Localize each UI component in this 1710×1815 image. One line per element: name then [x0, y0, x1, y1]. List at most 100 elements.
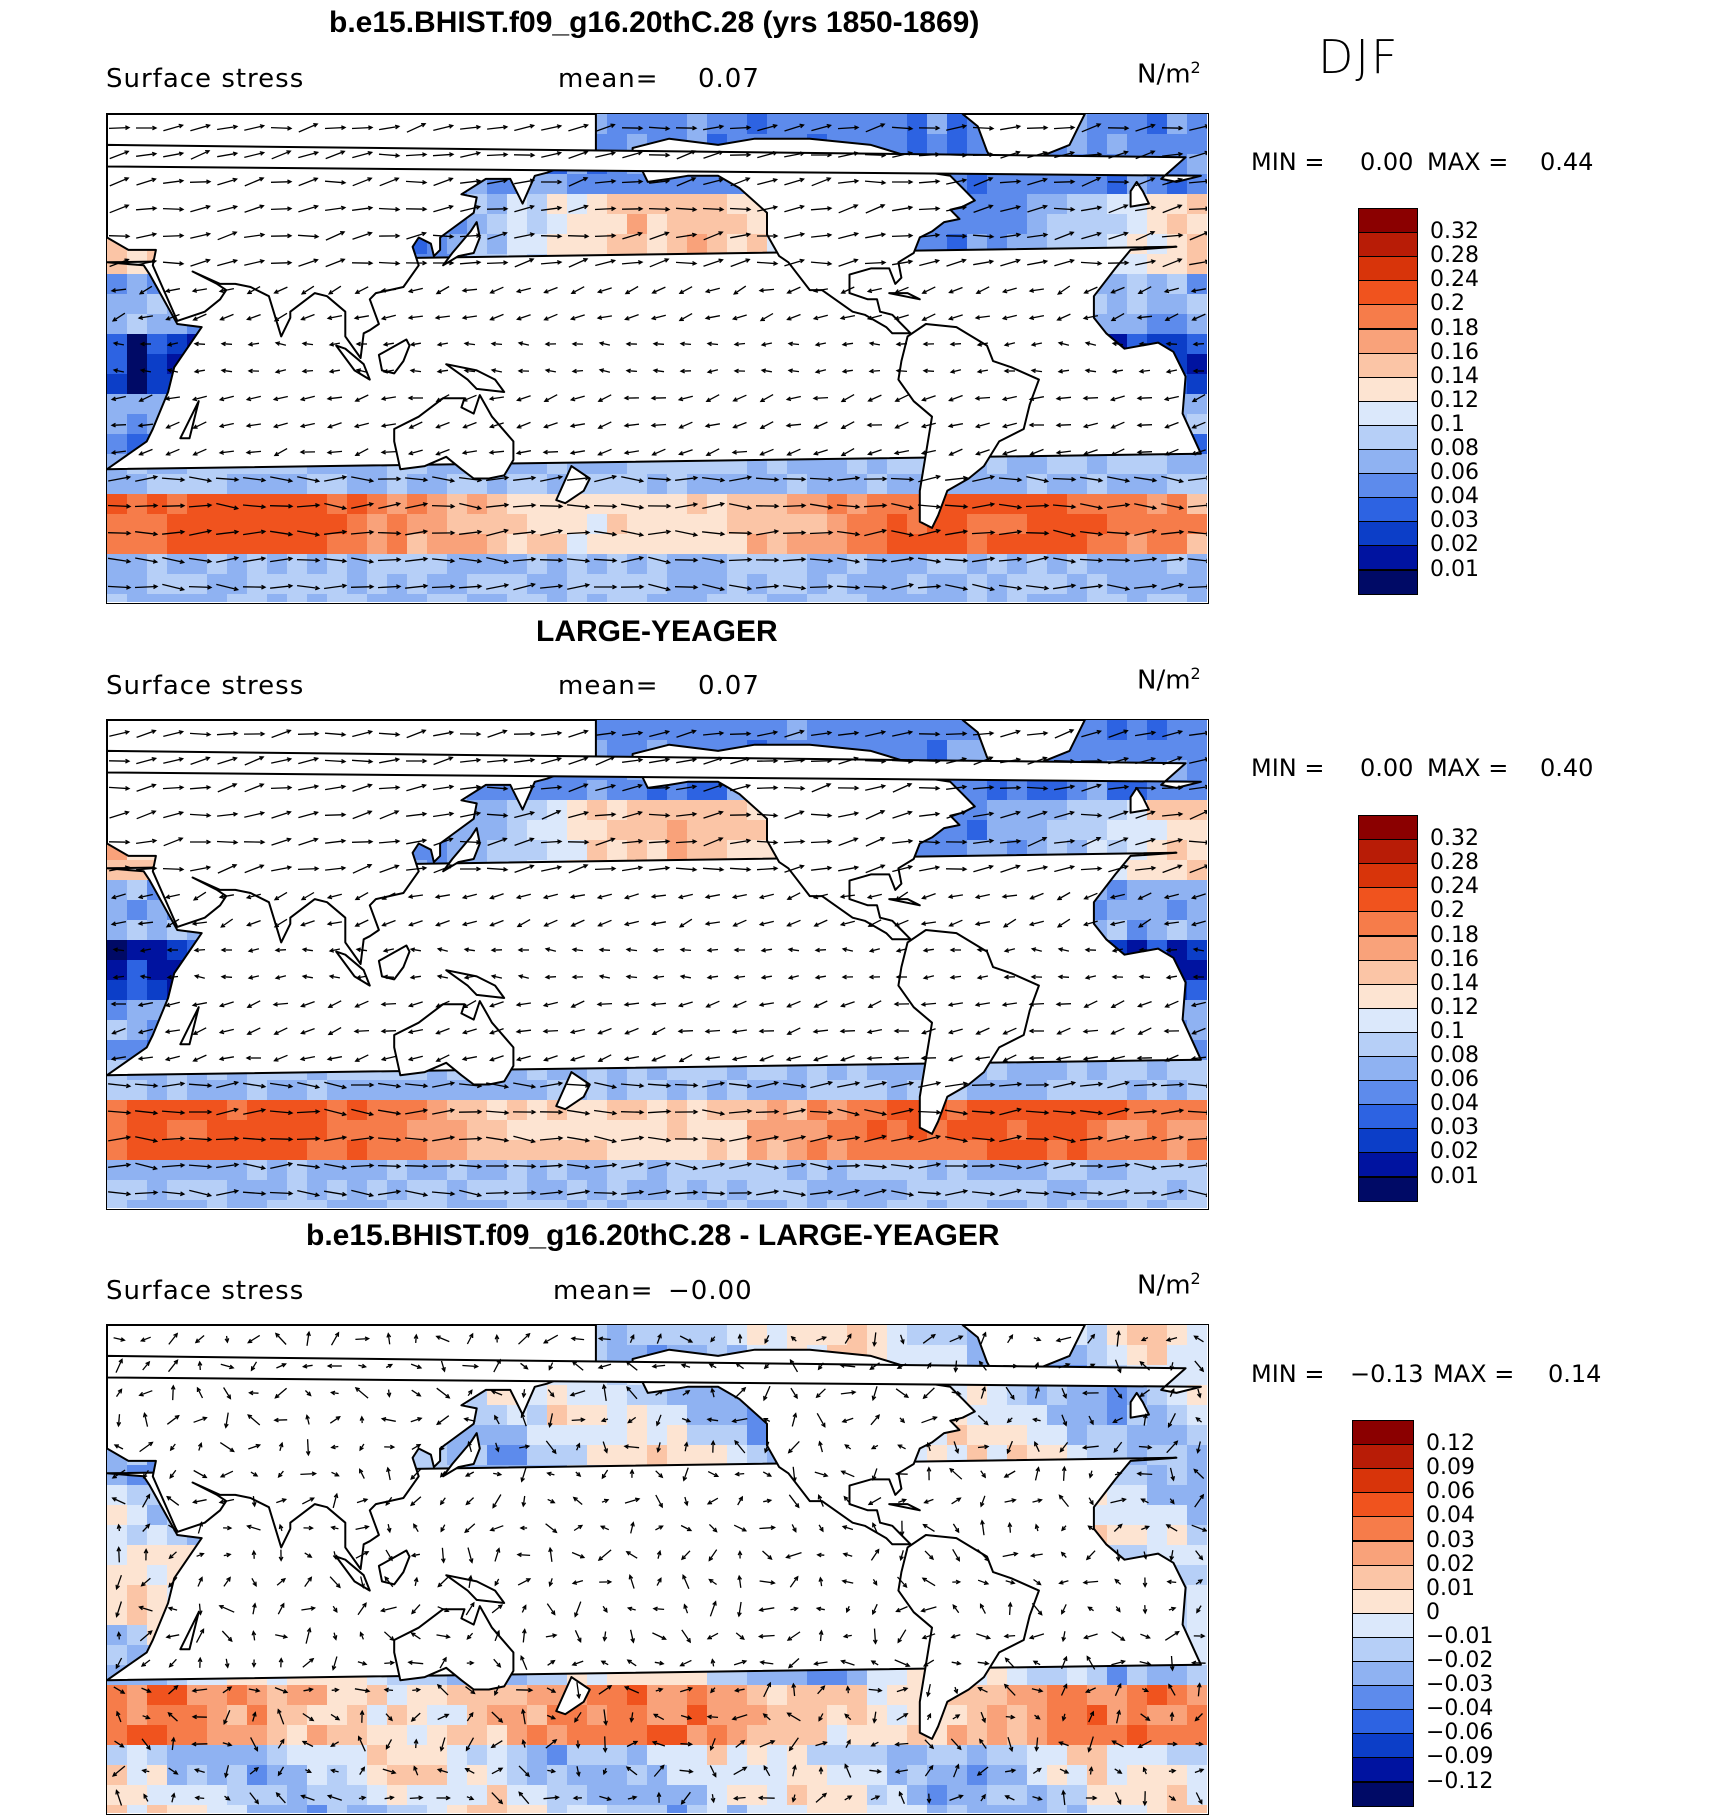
field-cell: [427, 574, 448, 595]
stress-vector: [567, 558, 589, 562]
stress-vector: [1003, 422, 1017, 428]
stress-vector-head: [354, 451, 360, 456]
stress-vector-head: [745, 756, 751, 762]
field-cell: [907, 1140, 928, 1161]
stress-vector: [1027, 811, 1047, 819]
stress-vector: [1080, 153, 1102, 157]
field-cell: [467, 1100, 488, 1121]
stress-vector: [1139, 369, 1151, 373]
stress-vector-head: [543, 397, 549, 402]
field-cell: [567, 594, 588, 602]
stress-vector: [1165, 421, 1179, 429]
stress-vector: [972, 126, 994, 130]
field-cell: [547, 1200, 568, 1208]
stress-vector-head: [637, 757, 644, 763]
field-cell: [527, 1080, 548, 1101]
field-cell: [147, 494, 168, 515]
stress-vector: [1029, 396, 1045, 400]
stress-vector-head: [774, 477, 780, 482]
stress-vector: [975, 396, 991, 400]
stress-vector-head: [1096, 729, 1102, 735]
field-cell: [1167, 494, 1188, 515]
stress-vector: [703, 259, 723, 267]
stress-vector: [863, 585, 887, 589]
stress-vector-head: [259, 783, 265, 788]
stress-vector: [949, 314, 963, 320]
stress-vector: [759, 288, 775, 292]
stress-vector-head: [354, 289, 360, 294]
stress-vector-head: [1096, 231, 1102, 237]
stress-vector-head: [1069, 729, 1075, 734]
stress-vector: [136, 757, 156, 765]
stress-vector-head: [1069, 150, 1076, 156]
field-cell: [647, 1140, 668, 1161]
field-cell: [707, 840, 728, 861]
stress-vector: [702, 557, 724, 563]
stress-vector-head: [908, 179, 914, 185]
stress-vector-head: [166, 342, 173, 347]
field-cell: [307, 1160, 328, 1181]
stress-vector-head: [691, 232, 698, 238]
stress-vector: [108, 786, 130, 790]
field-cell: [107, 354, 128, 375]
stress-vector-head: [502, 124, 509, 130]
stress-vector-head: [206, 529, 213, 534]
field-cell: [627, 840, 648, 861]
stress-vector-head: [1056, 895, 1062, 901]
stress-vector: [244, 233, 264, 239]
panel-2-variable: Surface stress: [106, 671, 305, 701]
stress-vector-head: [1204, 178, 1207, 184]
stress-vector-head: [1097, 477, 1104, 483]
field-cell: [1147, 474, 1168, 495]
stress-vector-head: [623, 395, 629, 401]
stress-vector: [945, 530, 967, 536]
field-cell: [567, 840, 588, 861]
field-cell: [707, 474, 728, 495]
stress-vector: [269, 530, 293, 536]
stress-vector-head: [273, 289, 279, 294]
stress-vector: [327, 921, 343, 925]
field-cell: [727, 114, 748, 135]
stress-vector: [652, 314, 666, 320]
stress-vector-head: [1069, 810, 1075, 816]
field-cell: [387, 534, 408, 555]
stress-vector: [1026, 556, 1048, 564]
stress-vector: [1108, 151, 1128, 159]
field-cell: [767, 534, 788, 555]
stress-vector: [1191, 288, 1207, 292]
field-cell: [1107, 1080, 1128, 1101]
stress-vector: [1161, 234, 1183, 238]
stress-vector: [810, 760, 832, 762]
field-cell: [327, 574, 348, 595]
stress-vector-head: [556, 151, 563, 156]
stress-vector: [109, 258, 129, 268]
stress-vector: [513, 477, 535, 481]
stress-vector: [220, 395, 234, 401]
stress-vector: [675, 207, 697, 211]
field-cell: [867, 574, 888, 595]
field-cell: [887, 574, 908, 595]
field-cell: [287, 514, 308, 535]
stress-vector-head: [934, 811, 941, 817]
stress-vector: [107, 557, 131, 563]
stress-vector-head: [637, 783, 643, 789]
stress-vector-head: [530, 475, 537, 481]
stress-vector-head: [812, 315, 819, 321]
field-cell: [1047, 1140, 1068, 1161]
stress-vector-head: [1055, 450, 1062, 455]
stress-vector: [1189, 732, 1207, 736]
stress-vector: [622, 784, 642, 792]
stress-vector: [139, 394, 153, 402]
stress-vector-head: [341, 505, 348, 511]
stress-vector-head: [220, 947, 226, 953]
stress-vector: [327, 396, 343, 400]
stress-vector: [111, 424, 127, 426]
stress-vector-head: [1002, 922, 1009, 928]
stress-vector-head: [1109, 894, 1116, 900]
stress-vector-head: [1003, 368, 1009, 374]
field-cell: [587, 514, 608, 535]
stress-vector-head: [286, 865, 293, 871]
stress-vector: [598, 919, 612, 927]
field-cell: [567, 194, 588, 215]
stress-vector-head: [947, 423, 954, 429]
